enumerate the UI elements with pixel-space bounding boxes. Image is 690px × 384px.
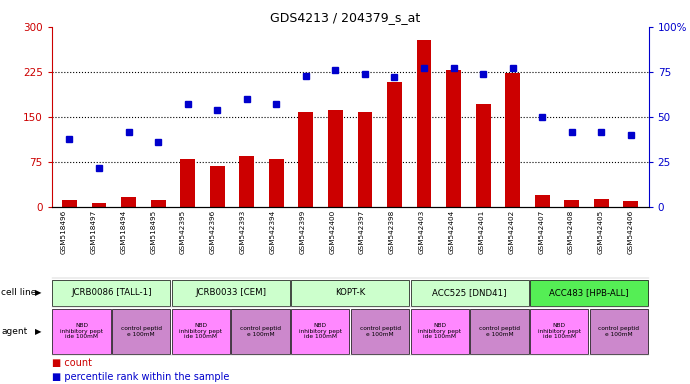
Text: GSM542406: GSM542406 [628,209,633,253]
Bar [357,112,373,207]
Bar [594,199,609,207]
Text: ▶: ▶ [34,288,41,297]
Text: GSM542395: GSM542395 [180,209,186,253]
Bar [417,40,431,207]
Text: GSM542408: GSM542408 [568,209,574,253]
Text: GSM542407: GSM542407 [538,209,544,253]
Text: GSM542401: GSM542401 [478,209,484,253]
Text: JCRB0033 [CEM]: JCRB0033 [CEM] [195,288,266,297]
Text: GDS4213 / 204379_s_at: GDS4213 / 204379_s_at [270,12,420,25]
Bar [150,200,166,207]
Text: GSM518497: GSM518497 [90,209,97,253]
Text: GSM542398: GSM542398 [389,209,395,253]
Bar [299,112,313,207]
Text: KOPT-K: KOPT-K [335,288,365,297]
Text: NBD
inhibitory pept
ide 100mM: NBD inhibitory pept ide 100mM [538,323,580,339]
Text: ■ count: ■ count [52,358,92,368]
Text: NBD
inhibitory pept
ide 100mM: NBD inhibitory pept ide 100mM [418,323,461,339]
Text: GSM542394: GSM542394 [270,209,275,253]
Text: GSM518496: GSM518496 [61,209,67,253]
Text: GSM542393: GSM542393 [239,209,246,253]
Text: agent: agent [1,327,28,336]
Bar [505,73,520,207]
Text: NBD
inhibitory pept
ide 100mM: NBD inhibitory pept ide 100mM [179,323,222,339]
Text: GSM542397: GSM542397 [359,209,365,253]
Bar [269,159,284,207]
Bar [62,200,77,207]
Text: GSM542399: GSM542399 [299,209,306,253]
Text: control peptid
e 100mM: control peptid e 100mM [598,326,639,337]
Bar [239,156,254,207]
Text: ■ percentile rank within the sample: ■ percentile rank within the sample [52,372,229,382]
Bar [446,70,461,207]
Text: GSM542402: GSM542402 [509,209,514,253]
Text: JCRB0086 [TALL-1]: JCRB0086 [TALL-1] [71,288,152,297]
Text: NBD
inhibitory pept
ide 100mM: NBD inhibitory pept ide 100mM [60,323,103,339]
Text: GSM542403: GSM542403 [419,209,425,253]
Bar [328,110,343,207]
Bar [564,200,579,207]
Bar [92,202,106,207]
Text: NBD
inhibitory pept
ide 100mM: NBD inhibitory pept ide 100mM [299,323,342,339]
Text: ACC525 [DND41]: ACC525 [DND41] [433,288,506,297]
Text: GSM518495: GSM518495 [150,209,156,253]
Bar [121,197,136,207]
Text: cell line: cell line [1,288,37,297]
Text: ACC483 [HPB-ALL]: ACC483 [HPB-ALL] [549,288,629,297]
Text: GSM542400: GSM542400 [329,209,335,253]
Bar [210,166,225,207]
Text: ▶: ▶ [34,327,41,336]
Text: control peptid
e 100mM: control peptid e 100mM [479,326,520,337]
Bar [180,159,195,207]
Bar [535,195,550,207]
Bar [624,201,638,207]
Text: control peptid
e 100mM: control peptid e 100mM [240,326,281,337]
Text: GSM542405: GSM542405 [598,209,604,253]
Bar [387,82,402,207]
Text: GSM542396: GSM542396 [210,209,216,253]
Text: control peptid
e 100mM: control peptid e 100mM [121,326,161,337]
Text: control peptid
e 100mM: control peptid e 100mM [359,326,400,337]
Bar [475,104,491,207]
Text: GSM542404: GSM542404 [448,209,455,253]
Text: GSM518494: GSM518494 [120,209,126,253]
